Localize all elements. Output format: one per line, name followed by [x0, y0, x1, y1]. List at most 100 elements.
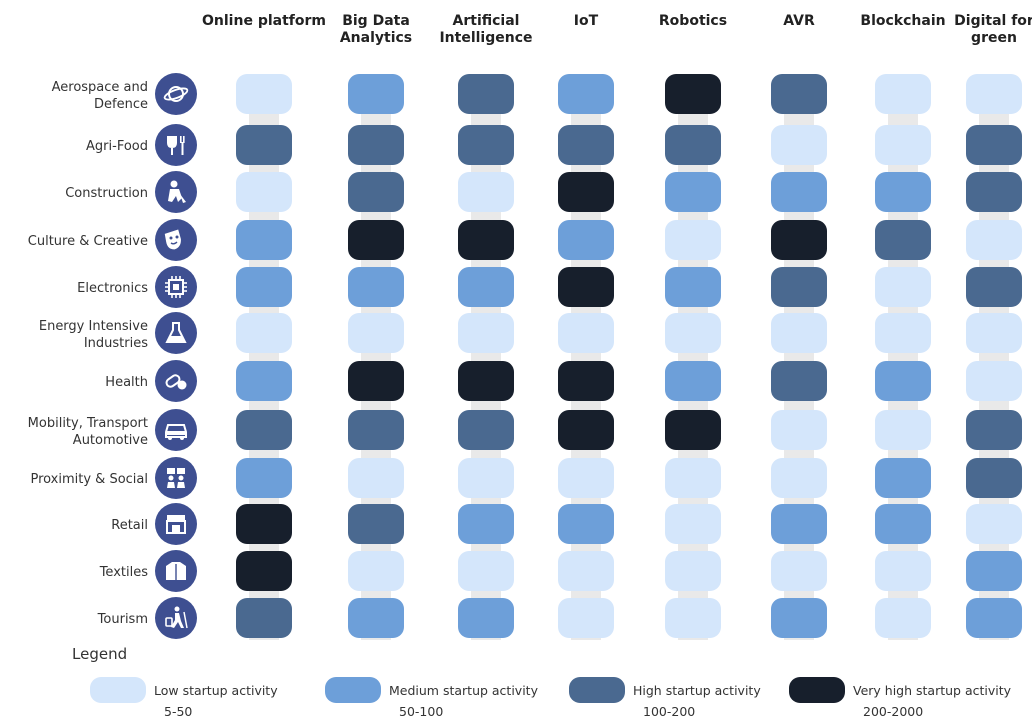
cell-construction-artificial-intelligence [458, 172, 514, 212]
legend-items: Low startup activity 5-50 Medium startup a… [90, 677, 1012, 719]
cell-aerospace-and-defence-robotics [665, 74, 721, 114]
legend-label: Low startup activity [154, 683, 278, 698]
legend-range: 5-50 [164, 704, 192, 719]
row-label-culture-creative: Culture & Creative [28, 234, 148, 249]
legend-item-low-startup-activity: Low startup activity 5-50 [90, 677, 278, 719]
cell-energy-intensive-industries-digital-for-green [966, 313, 1022, 353]
cell-culture-creative-artificial-intelligence [458, 220, 514, 260]
cell-tourism-blockchain [875, 598, 931, 638]
cell-energy-intensive-industries-iot [558, 313, 614, 353]
row-icons [155, 73, 197, 639]
cell-culture-creative-avr [771, 220, 827, 260]
cell-agri-food-online-platform [236, 125, 292, 165]
traveler-icon [155, 597, 197, 639]
cell-tourism-online-platform [236, 598, 292, 638]
cell-health-online-platform [236, 361, 292, 401]
column-header-blockchain: Blockchain [860, 13, 945, 29]
legend-range: 200-2000 [863, 704, 923, 719]
cell-aerospace-and-defence-iot [558, 74, 614, 114]
people-icon [155, 457, 197, 499]
cell-culture-creative-iot [558, 220, 614, 260]
cell-proximity-social-big-data-analytics [348, 458, 404, 498]
cell-mobility-transport-automotive-robotics [665, 410, 721, 450]
pills-icon [155, 360, 197, 402]
cell-proximity-social-avr [771, 458, 827, 498]
store-icon [155, 503, 197, 545]
row-label-proximity-social: Proximity & Social [30, 472, 148, 487]
row-label-textiles: Textiles [99, 565, 149, 580]
legend-range: 50-100 [399, 704, 443, 719]
column-header-online-platform: Online platform [202, 13, 326, 29]
cell-electronics-online-platform [236, 267, 292, 307]
legend: Legend Low startup activity 5-50 Medium st… [72, 645, 1012, 719]
cell-agri-food-big-data-analytics [348, 125, 404, 165]
cell-proximity-social-digital-for-green [966, 458, 1022, 498]
row-label-mobility-transport-automotive: Mobility, Transport Automotive [28, 416, 148, 448]
cell-health-avr [771, 361, 827, 401]
construction-worker-icon [155, 171, 197, 213]
cell-proximity-social-online-platform [236, 458, 292, 498]
cell-electronics-digital-for-green [966, 267, 1022, 307]
cell-agri-food-avr [771, 125, 827, 165]
cell-aerospace-and-defence-big-data-analytics [348, 74, 404, 114]
cell-mobility-transport-automotive-big-data-analytics [348, 410, 404, 450]
legend-item-very-high-startup-activity: Very high startup activity 200-2000 [789, 677, 1012, 719]
cell-textiles-artificial-intelligence [458, 551, 514, 591]
legend-swatch [325, 677, 381, 703]
legend-label: Very high startup activity [853, 683, 1012, 698]
column-stripe-online-platform [249, 74, 279, 640]
cell-electronics-iot [558, 267, 614, 307]
cell-energy-intensive-industries-robotics [665, 313, 721, 353]
cell-agri-food-robotics [665, 125, 721, 165]
row-label-energy-intensive-industries: Energy Intensive Industries [39, 319, 148, 351]
cell-construction-robotics [665, 172, 721, 212]
cell-health-digital-for-green [966, 361, 1022, 401]
cell-health-big-data-analytics [348, 361, 404, 401]
cell-textiles-iot [558, 551, 614, 591]
planet-icon [155, 73, 197, 115]
cell-textiles-avr [771, 551, 827, 591]
legend-title: Legend [72, 645, 127, 663]
cell-energy-intensive-industries-artificial-intelligence [458, 313, 514, 353]
cell-retail-artificial-intelligence [458, 504, 514, 544]
cell-proximity-social-blockchain [875, 458, 931, 498]
cell-retail-blockchain [875, 504, 931, 544]
column-header-iot: IoT [574, 13, 599, 29]
column-stripe-avr [784, 74, 814, 640]
row-label-aerospace-and-defence: Aerospace and Defence [52, 80, 148, 112]
column-stripe-big-data-analytics [361, 74, 391, 640]
cell-aerospace-and-defence-avr [771, 74, 827, 114]
cell-tourism-digital-for-green [966, 598, 1022, 638]
cell-mobility-transport-automotive-blockchain [875, 410, 931, 450]
cell-tourism-robotics [665, 598, 721, 638]
cell-mobility-transport-automotive-iot [558, 410, 614, 450]
cell-construction-blockchain [875, 172, 931, 212]
cell-energy-intensive-industries-avr [771, 313, 827, 353]
cell-electronics-artificial-intelligence [458, 267, 514, 307]
cell-culture-creative-big-data-analytics [348, 220, 404, 260]
cell-electronics-blockchain [875, 267, 931, 307]
row-label-construction: Construction [65, 186, 148, 201]
cell-retail-robotics [665, 504, 721, 544]
cell-construction-digital-for-green [966, 172, 1022, 212]
cell-aerospace-and-defence-digital-for-green [966, 74, 1022, 114]
row-label-health: Health [105, 375, 148, 390]
cell-electronics-avr [771, 267, 827, 307]
cell-health-iot [558, 361, 614, 401]
cell-tourism-iot [558, 598, 614, 638]
cell-textiles-digital-for-green [966, 551, 1022, 591]
cell-textiles-online-platform [236, 551, 292, 591]
column-header-big-data-analytics: Big Data Analytics [340, 13, 412, 46]
cell-agri-food-iot [558, 125, 614, 165]
cell-tourism-avr [771, 598, 827, 638]
column-header-artificial-intelligence: Artificial Intelligence [439, 13, 532, 46]
cell-retail-digital-for-green [966, 504, 1022, 544]
cell-culture-creative-digital-for-green [966, 220, 1022, 260]
cell-agri-food-blockchain [875, 125, 931, 165]
column-stripe-iot [571, 74, 601, 640]
cell-mobility-transport-automotive-digital-for-green [966, 410, 1022, 450]
cell-aerospace-and-defence-blockchain [875, 74, 931, 114]
heatmap-cells [236, 74, 1022, 638]
cell-health-artificial-intelligence [458, 361, 514, 401]
